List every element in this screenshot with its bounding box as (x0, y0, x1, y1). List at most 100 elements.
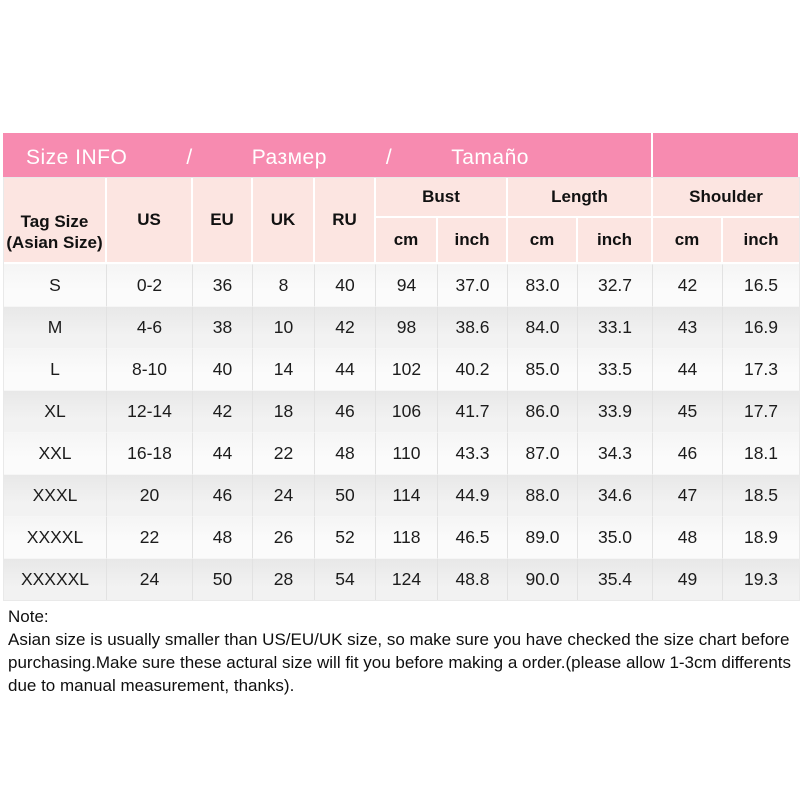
uk-size-cell: 18 (253, 390, 315, 432)
table-row-s: S 0-2 36 8 40 94 37.0 83.0 32.7 42 16.5 (4, 264, 800, 306)
uk-size-cell: 26 (253, 516, 315, 558)
table-row-m: M 4-6 38 10 42 98 38.6 84.0 33.1 43 16.9 (4, 306, 800, 348)
uk-size-cell: 10 (253, 306, 315, 348)
banner-title-spanish: Tamaño (451, 146, 529, 169)
bust-inch-cell: 38.6 (438, 306, 508, 348)
ru-size-cell: 44 (315, 348, 376, 390)
uk-size-cell: 22 (253, 432, 315, 474)
note-section: Note: Asian size is usually smaller than… (3, 605, 793, 697)
uk-size-cell: 28 (253, 558, 315, 600)
eu-size-cell: 40 (193, 348, 253, 390)
shoulder-cm-cell: 43 (653, 306, 723, 348)
shoulder-inch-cell: 17.3 (723, 348, 800, 390)
eu-size-cell: 44 (193, 432, 253, 474)
length-inch-cell: 34.3 (578, 432, 653, 474)
eu-size-cell: 46 (193, 474, 253, 516)
table-row-xl: XL 12-14 42 18 46 106 41.7 86.0 33.9 45 … (4, 390, 800, 432)
table-row-xxxl: XXXL 20 46 24 50 114 44.9 88.0 34.6 47 1… (4, 474, 800, 516)
bust-inch-cell: 41.7 (438, 390, 508, 432)
length-cm-cell: 90.0 (508, 558, 578, 600)
tag-size-cell: L (4, 348, 107, 390)
shoulder-inch-cell: 16.9 (723, 306, 800, 348)
length-inch-cell: 34.6 (578, 474, 653, 516)
length-cm-cell: 83.0 (508, 264, 578, 306)
us-size-cell: 22 (107, 516, 193, 558)
ru-size-cell: 46 (315, 390, 376, 432)
us-size-cell: 0-2 (107, 264, 193, 306)
bust-cm-cell: 114 (376, 474, 438, 516)
shoulder-inch-cell: 16.5 (723, 264, 800, 306)
group-header-row: Tag Size (Asian Size) US EU UK RU Bust L… (4, 178, 800, 264)
col-header-ru: RU (315, 178, 376, 264)
tag-size-cell: XXXXL (4, 516, 107, 558)
ru-size-cell: 40 (315, 264, 376, 306)
shoulder-inch-cell: 18.1 (723, 432, 800, 474)
note-title: Note: (8, 607, 49, 626)
tag-size-cell: XXXXXL (4, 558, 107, 600)
unit-header-shoulder-inch: inch (723, 218, 800, 264)
unit-header-row: cm inch cm inch cm inch (4, 218, 800, 264)
length-inch-cell: 35.0 (578, 516, 653, 558)
shoulder-cm-cell: 44 (653, 348, 723, 390)
bust-cm-cell: 110 (376, 432, 438, 474)
col-header-us: US (107, 178, 193, 264)
bust-inch-cell: 37.0 (438, 264, 508, 306)
us-size-cell: 24 (107, 558, 193, 600)
group-header-bust: Bust (376, 178, 508, 218)
unit-header-shoulder-cm: cm (653, 218, 723, 264)
ru-size-cell: 50 (315, 474, 376, 516)
length-inch-cell: 33.9 (578, 390, 653, 432)
shoulder-inch-cell: 18.9 (723, 516, 800, 558)
bust-inch-cell: 40.2 (438, 348, 508, 390)
eu-size-cell: 50 (193, 558, 253, 600)
bust-cm-cell: 102 (376, 348, 438, 390)
bust-inch-cell: 43.3 (438, 432, 508, 474)
table-row-l: L 8-10 40 14 44 102 40.2 85.0 33.5 44 17… (4, 348, 800, 390)
size-chart-page: Size INFO / Размер / Tamaño Tag Size (As… (3, 133, 800, 697)
shoulder-inch-cell: 19.3 (723, 558, 800, 600)
table-row-xxxxl: XXXXL 22 48 26 52 118 46.5 89.0 35.0 48 … (4, 516, 800, 558)
shoulder-cm-cell: 46 (653, 432, 723, 474)
unit-header-length-inch: inch (578, 218, 653, 264)
corner-header-tag-size: Tag Size (Asian Size) (4, 178, 107, 264)
note-body: Asian size is usually smaller than US/EU… (8, 630, 792, 695)
us-size-cell: 12-14 (107, 390, 193, 432)
slash-separator: / (385, 146, 393, 169)
eu-size-cell: 48 (193, 516, 253, 558)
us-size-cell: 4-6 (107, 306, 193, 348)
bust-cm-cell: 98 (376, 306, 438, 348)
tag-size-cell: XXXL (4, 474, 107, 516)
table-row-xxxxxl: XXXXXL 24 50 28 54 124 48.8 90.0 35.4 49… (4, 558, 800, 600)
uk-size-cell: 8 (253, 264, 315, 306)
banner-title-russian: Размер (251, 146, 327, 169)
length-inch-cell: 33.1 (578, 306, 653, 348)
size-info-banner: Size INFO / Размер / Tamaño (3, 133, 798, 177)
length-cm-cell: 87.0 (508, 432, 578, 474)
shoulder-cm-cell: 47 (653, 474, 723, 516)
shoulder-cm-cell: 49 (653, 558, 723, 600)
tag-size-cell: XXL (4, 432, 107, 474)
bust-cm-cell: 94 (376, 264, 438, 306)
tag-size-cell: M (4, 306, 107, 348)
shoulder-inch-cell: 18.5 (723, 474, 800, 516)
group-header-length: Length (508, 178, 653, 218)
eu-size-cell: 38 (193, 306, 253, 348)
shoulder-inch-cell: 17.7 (723, 390, 800, 432)
table-row-xxl: XXL 16-18 44 22 48 110 43.3 87.0 34.3 46… (4, 432, 800, 474)
length-inch-cell: 32.7 (578, 264, 653, 306)
unit-header-bust-inch: inch (438, 218, 508, 264)
shoulder-cm-cell: 45 (653, 390, 723, 432)
ru-size-cell: 42 (315, 306, 376, 348)
length-cm-cell: 86.0 (508, 390, 578, 432)
group-header-shoulder: Shoulder (653, 178, 800, 218)
length-cm-cell: 88.0 (508, 474, 578, 516)
bust-cm-cell: 118 (376, 516, 438, 558)
bust-inch-cell: 44.9 (438, 474, 508, 516)
bust-inch-cell: 46.5 (438, 516, 508, 558)
ru-size-cell: 54 (315, 558, 376, 600)
uk-size-cell: 14 (253, 348, 315, 390)
size-info-banner-titles: Size INFO / Размер / Tamaño (3, 133, 653, 177)
size-chart-table: Tag Size (Asian Size) US EU UK RU Bust L… (3, 177, 800, 601)
banner-title-english: Size INFO (26, 146, 128, 169)
col-header-uk: UK (253, 178, 315, 264)
